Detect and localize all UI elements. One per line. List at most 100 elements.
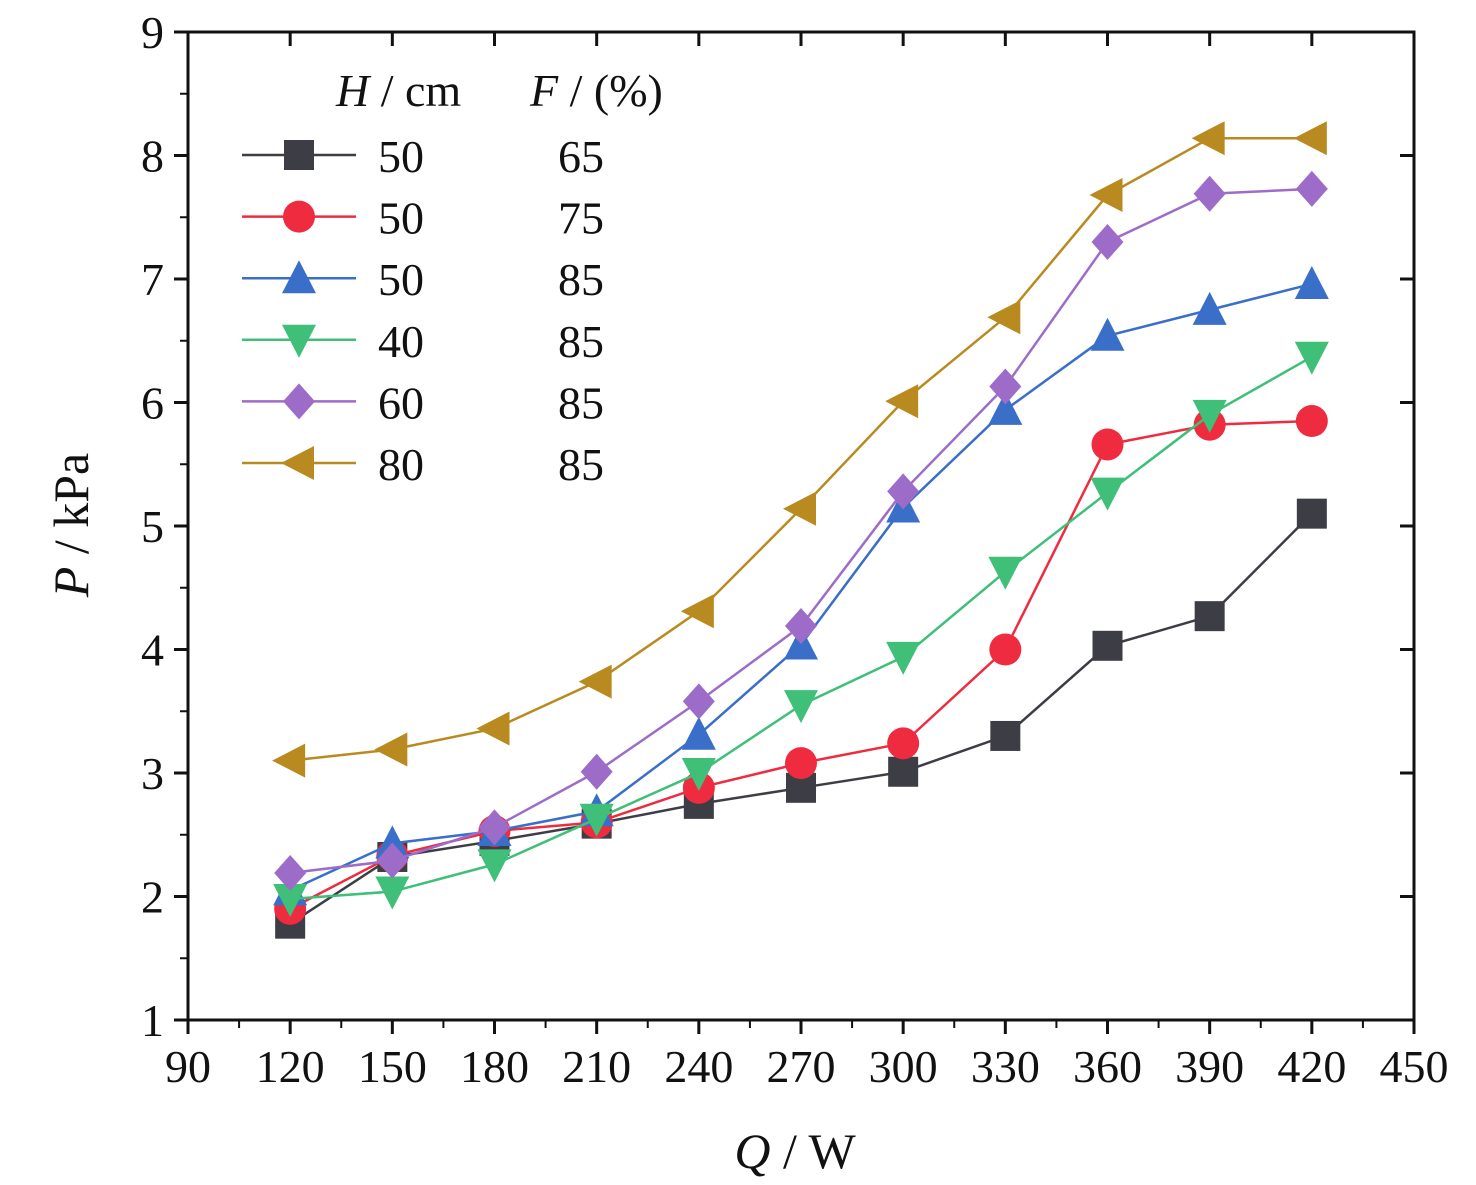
legend-swatch-marker (281, 446, 314, 480)
legend-swatch-marker (283, 200, 315, 233)
data-point (681, 716, 716, 750)
data-point (376, 842, 409, 879)
data-point (784, 690, 818, 724)
data-point (1295, 170, 1328, 207)
data-point (988, 391, 1023, 425)
y-axis: 1 2 3 4 5 6 7 8 9 (141, 7, 1414, 1046)
data-point (477, 849, 512, 883)
series-3 (273, 265, 1329, 906)
legend-f-value: 85 (558, 316, 604, 367)
data-point (478, 809, 511, 846)
legend-item: 80 85 (242, 439, 604, 490)
y-axis-title-var: P (43, 567, 99, 599)
data-point (1191, 121, 1225, 156)
legend-header-h-var: H (335, 65, 372, 116)
legend-swatch-marker (283, 383, 315, 420)
y-tick-label: 4 (141, 625, 164, 676)
x-tick-label: 120 (256, 1041, 325, 1092)
series-layer (272, 121, 1329, 939)
data-point (988, 556, 1023, 590)
x-tick-label: 90 (165, 1041, 211, 1092)
legend-f-value: 85 (558, 254, 604, 305)
y-axis-title: P / kPa (43, 453, 99, 598)
data-point (1091, 428, 1124, 461)
legend-header-f: F / (%) (529, 65, 663, 116)
x-tick-label: 210 (562, 1041, 631, 1092)
data-point (1092, 630, 1123, 661)
x-tick-label: 420 (1277, 1041, 1346, 1092)
data-point (1193, 175, 1226, 212)
data-point (1294, 341, 1329, 375)
legend-item: 60 85 (242, 377, 604, 428)
x-axis-title-var: Q (734, 1123, 770, 1179)
legend-item: 50 85 (242, 254, 604, 305)
legend-h-value: 60 (378, 377, 424, 428)
legend-swatch-marker (282, 260, 316, 294)
data-point (785, 747, 817, 780)
data-point (374, 732, 408, 767)
legend-header-h-unit: / cm (369, 65, 461, 116)
legend-f-value: 65 (558, 131, 604, 182)
x-tick-label: 270 (767, 1041, 836, 1092)
legend-item: 50 65 (242, 131, 604, 182)
x-tick-label: 450 (1380, 1041, 1449, 1092)
x-axis-title: Q / W (734, 1123, 856, 1179)
legend-h-value: 40 (378, 316, 424, 367)
series-line (290, 136, 1312, 762)
x-tick-label: 300 (869, 1041, 938, 1092)
data-point (989, 633, 1022, 666)
data-point (783, 491, 816, 526)
data-point (273, 883, 308, 917)
data-point (681, 758, 716, 791)
data-point (578, 664, 612, 699)
legend-header-f-var: F (529, 65, 559, 116)
legend-h-value: 80 (378, 439, 424, 490)
data-point (1091, 223, 1124, 260)
x-axis-title-unit: / W (770, 1123, 856, 1179)
legend-header-f-unit: / (%) (558, 65, 663, 116)
legend: H / cm F / (%) 50 65 50 75 50 85 40 85 60 85 80 85 (242, 65, 663, 490)
legend-items: 50 65 50 75 50 85 40 85 60 85 80 85 (242, 131, 604, 490)
data-point (885, 384, 919, 419)
y-tick-label: 3 (141, 748, 164, 799)
y-tick-label: 1 (141, 995, 164, 1046)
legend-f-value: 85 (558, 439, 604, 490)
data-point (476, 711, 510, 746)
y-tick-label: 7 (141, 254, 164, 305)
data-point (1090, 317, 1125, 351)
data-point (989, 368, 1022, 405)
data-point (375, 876, 410, 910)
data-point (272, 743, 306, 778)
legend-f-value: 85 (558, 377, 604, 428)
legend-h-value: 50 (378, 193, 424, 244)
x-tick-label: 390 (1175, 1041, 1244, 1092)
x-tick-label: 150 (358, 1041, 427, 1092)
y-tick-label: 2 (141, 872, 164, 923)
data-point (1293, 121, 1327, 156)
data-point (682, 683, 715, 720)
data-point (1295, 405, 1328, 438)
data-point (375, 825, 410, 859)
y-axis-title-unit: / kPa (43, 453, 99, 567)
data-point (987, 300, 1021, 335)
data-point (887, 727, 920, 760)
legend-h-value: 50 (378, 254, 424, 305)
legend-item: 50 75 (242, 193, 604, 244)
y-tick-label: 8 (141, 131, 164, 182)
data-point (274, 855, 307, 892)
y-tick-label: 9 (141, 7, 164, 58)
data-point (1296, 498, 1327, 529)
series-line (289, 419, 1312, 910)
data-point (887, 473, 920, 510)
legend-h-value: 50 (378, 131, 424, 182)
data-point (886, 641, 921, 675)
data-point (1090, 477, 1125, 511)
data-point (785, 608, 817, 645)
x-tick-label: 360 (1073, 1041, 1142, 1092)
data-point (1294, 265, 1329, 299)
data-point (579, 803, 614, 837)
data-point (1194, 601, 1225, 632)
legend-header-h: H / cm (335, 65, 461, 116)
legend-f-value: 75 (558, 193, 604, 244)
